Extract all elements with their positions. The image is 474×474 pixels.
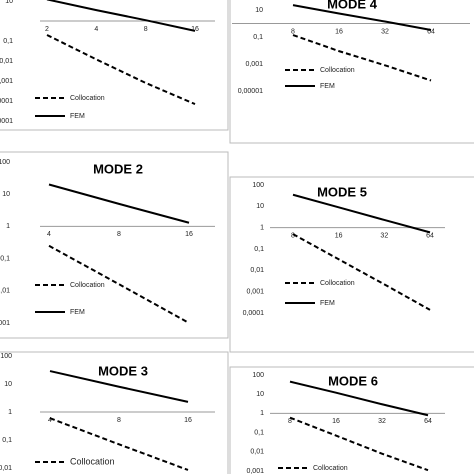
y-tick-label: 0,001 xyxy=(246,289,264,296)
y-tick-label: 10 xyxy=(2,191,10,198)
legend-label: Collocation xyxy=(313,465,348,472)
x-tick-label: 32 xyxy=(380,233,388,240)
y-tick-label: 1 xyxy=(8,409,12,416)
series-line xyxy=(292,4,432,31)
legend-label: FEM xyxy=(70,309,85,316)
x-tick-label: 8 xyxy=(117,231,121,238)
series-line xyxy=(49,417,189,471)
panel-border xyxy=(0,351,229,474)
chart-title: MODE 3 xyxy=(98,363,148,378)
y-tick-label: 0,1 xyxy=(253,34,263,41)
y-tick-label: 0,001 xyxy=(245,61,263,68)
y-tick-label: 0,01 xyxy=(250,449,264,456)
panel-border xyxy=(0,0,229,131)
chart-title: MODE 4 xyxy=(327,0,378,11)
legend-label: FEM xyxy=(70,113,85,120)
x-tick-label: 2 xyxy=(45,26,49,33)
panel: 10 0,1 0,01 0,001 0,0001 0,00001 2 4 8 16 Collocat… xyxy=(0,0,229,131)
x-tick-label: 64 xyxy=(426,233,434,240)
x-tick-label: 16 xyxy=(332,418,340,425)
panel-border xyxy=(229,366,474,474)
series-line xyxy=(289,416,429,472)
x-tick-label: 4 xyxy=(94,26,98,33)
series-line xyxy=(292,233,431,311)
series-line xyxy=(289,380,429,417)
x-tick-label: 8 xyxy=(291,28,295,35)
chart-title: MODE 5 xyxy=(317,184,367,199)
panel-border xyxy=(229,176,474,353)
y-tick-label: 100 xyxy=(0,353,12,360)
panel: MODE 5 100 10 1 0,1 0,01 0,001 0,0001 8 16 32 64 Col… xyxy=(229,176,474,353)
chart-title: MODE 2 xyxy=(93,161,143,176)
y-tick-label: 0,1 xyxy=(254,429,264,436)
y-tick-label: 10 xyxy=(256,203,264,210)
series-line xyxy=(48,244,190,324)
legend-label: Collocation xyxy=(320,67,355,74)
x-tick-label: 32 xyxy=(381,28,389,35)
x-tick-label: 8 xyxy=(291,233,295,240)
x-tick-label: 16 xyxy=(335,233,343,240)
y-tick-label: 10 xyxy=(255,7,263,14)
y-tick-label: 100 xyxy=(252,372,264,379)
x-tick-label: 64 xyxy=(427,28,435,35)
series-line xyxy=(49,370,189,403)
y-tick-label: 0,001 xyxy=(246,468,264,474)
y-tick-label: 0,0001 xyxy=(243,310,265,317)
x-tick-label: 64 xyxy=(424,418,432,425)
y-tick-label: 10 xyxy=(5,0,13,5)
y-tick-label: 1 xyxy=(260,225,264,232)
legend-label: Collocation xyxy=(70,282,105,289)
series-line xyxy=(292,34,432,82)
x-tick-label: 16 xyxy=(185,231,193,238)
y-tick-label: 10 xyxy=(4,381,12,388)
y-tick-label: 0,01 xyxy=(0,465,12,472)
panel-border xyxy=(0,151,229,339)
x-tick-label: 8 xyxy=(144,26,148,33)
panel: MODE 6 100 10 1 0,1 0,01 0,001 8 16 32 64 Collocati… xyxy=(229,366,474,474)
legend-label: FEM xyxy=(320,300,335,307)
legend-label: Collocation xyxy=(70,456,115,466)
x-tick-label: 8 xyxy=(117,417,121,424)
y-tick-label: 10 xyxy=(256,391,264,398)
y-tick-label: 0,1 xyxy=(3,38,13,45)
x-tick-label: 4 xyxy=(48,417,52,424)
y-tick-label: 0,1 xyxy=(254,246,264,253)
y-tick-label: 0,0001 xyxy=(0,98,13,105)
y-tick-label: 1 xyxy=(6,223,10,230)
x-tick-label: 16 xyxy=(191,26,199,33)
y-tick-label: 1 xyxy=(260,410,264,417)
legend-label: Collocation xyxy=(320,280,355,287)
x-tick-label: 32 xyxy=(378,418,386,425)
y-tick-label: 0,1 xyxy=(2,437,12,444)
y-tick-label: 0,001 xyxy=(0,320,10,327)
series-line xyxy=(292,193,431,234)
x-tick-label: 8 xyxy=(288,418,292,425)
panel: MODE 2 100 10 1 0,1 0,01 0,001 4 8 16 Collocation F… xyxy=(0,151,229,339)
chart-title: MODE 6 xyxy=(328,373,378,388)
y-tick-label: 0,01 xyxy=(250,267,264,274)
x-tick-label: 16 xyxy=(335,28,343,35)
x-tick-label: 4 xyxy=(47,231,51,238)
y-tick-label: 0,01 xyxy=(0,288,10,295)
y-tick-label: 0,00001 xyxy=(238,88,263,95)
series-line xyxy=(46,0,196,32)
y-tick-label: 0,001 xyxy=(0,78,13,85)
panel: MODE 4 10 0,1 0,001 0,00001 8 16 32 64 Collocatio… xyxy=(229,0,474,144)
series-line xyxy=(46,34,196,106)
x-tick-label: 16 xyxy=(184,417,192,424)
legend-label: Collocation xyxy=(70,95,105,102)
y-tick-label: 0,1 xyxy=(0,255,10,262)
y-tick-label: 100 xyxy=(0,159,10,166)
y-tick-label: 100 xyxy=(252,182,264,189)
legend-label: FEM xyxy=(320,83,335,90)
series-line xyxy=(48,183,190,224)
y-tick-label: 0,00001 xyxy=(0,118,13,125)
y-tick-label: 0,01 xyxy=(0,58,13,65)
